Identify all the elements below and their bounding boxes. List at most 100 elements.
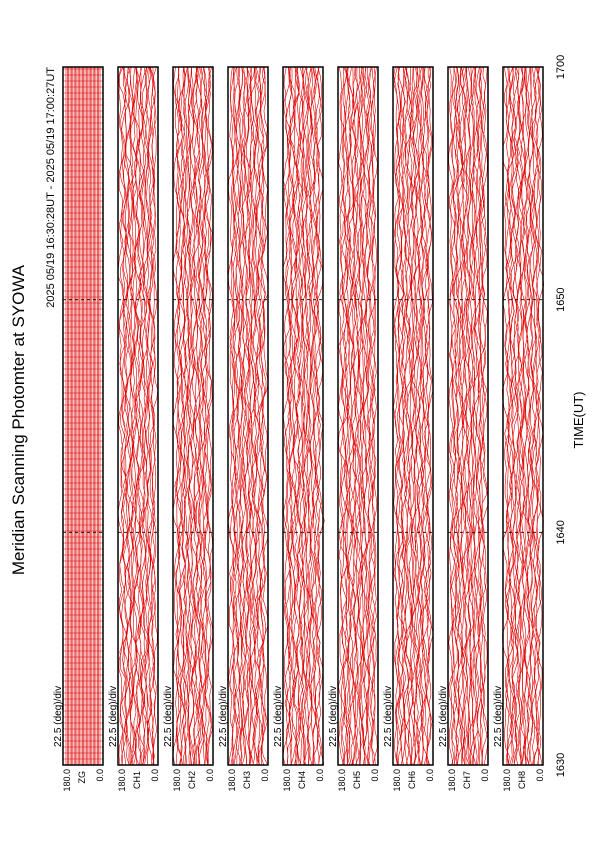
trace — [479, 66, 488, 766]
y-tick-label: 180.0 — [502, 769, 512, 792]
trace — [288, 66, 298, 766]
trace — [291, 66, 300, 766]
trace — [476, 66, 482, 766]
trace — [354, 66, 361, 766]
panel-scale: 22.5 (deg)/div — [53, 686, 64, 747]
trace — [185, 66, 191, 766]
channel-label: CH5 — [352, 771, 362, 789]
trace — [311, 66, 318, 766]
trace — [529, 66, 535, 766]
trace — [204, 66, 213, 766]
trace — [351, 66, 361, 766]
trace — [448, 66, 454, 766]
trace — [455, 66, 461, 766]
channel-label: CH6 — [407, 771, 417, 789]
trace — [307, 66, 314, 766]
trace — [250, 66, 258, 766]
y-tick-label: 180.0 — [447, 769, 457, 792]
panel-border — [282, 66, 324, 766]
trace — [194, 66, 202, 766]
trace — [295, 66, 302, 766]
trace — [412, 66, 418, 766]
trace — [463, 66, 469, 766]
trace — [395, 66, 405, 766]
trace — [206, 66, 214, 766]
trace — [259, 66, 268, 766]
trace — [308, 66, 315, 766]
trace — [248, 66, 257, 766]
channel-label: CH2 — [187, 771, 197, 789]
trace — [311, 66, 321, 766]
trace — [132, 66, 140, 766]
trace — [203, 66, 211, 766]
trace — [238, 66, 246, 766]
trace — [400, 66, 406, 766]
trace — [358, 66, 365, 766]
trace — [421, 66, 431, 766]
trace — [199, 66, 207, 766]
trace — [232, 66, 240, 766]
panel: 22.5 (deg)/div 180.0 0.0 CH8 — [493, 66, 545, 792]
y-tick-label: 180.0 — [337, 769, 347, 792]
panel-scale: 22.5 (deg)/div — [493, 686, 504, 747]
y-tick-label: 180.0 — [172, 769, 182, 792]
trace — [426, 66, 434, 766]
x-tick-label: 1700 — [555, 55, 567, 79]
trace — [288, 66, 295, 766]
trace — [244, 66, 251, 766]
y-tick-label: 0.0 — [425, 769, 435, 782]
trace — [469, 66, 477, 766]
panel-border — [392, 66, 434, 766]
trace — [302, 66, 310, 766]
y-tick-label: 0.0 — [205, 769, 215, 782]
trace — [423, 66, 432, 766]
trace — [179, 66, 187, 766]
panel-scale: 22.5 (deg)/div — [163, 686, 174, 747]
trace — [181, 66, 190, 766]
panel-scale: 22.5 (deg)/div — [218, 686, 229, 747]
panel-border — [172, 66, 214, 766]
trace — [518, 66, 526, 766]
y-tick-label: 0.0 — [480, 769, 490, 782]
panel: 22.5 (deg)/div 180.0 0.0 ZG — [53, 66, 105, 792]
y-tick-label: 180.0 — [392, 769, 402, 792]
panel: 22.5 (deg)/div 180.0 0.0 CH6 — [383, 66, 435, 792]
trace — [123, 66, 132, 766]
trace — [513, 66, 521, 766]
y-tick-label: 0.0 — [370, 769, 380, 782]
panel: 22.5 (deg)/div 180.0 0.0 CH2 — [163, 66, 215, 792]
panel-scale: 22.5 (deg)/div — [328, 686, 339, 747]
trace — [420, 66, 426, 766]
trace — [481, 66, 489, 766]
y-tick-label: 0.0 — [535, 769, 545, 782]
trace — [372, 66, 378, 766]
trace — [460, 66, 470, 766]
trace — [530, 66, 539, 766]
x-tick-label: 1630 — [555, 753, 567, 777]
panel: 22.5 (deg)/div 180.0 0.0 CH5 — [328, 66, 380, 792]
trace — [198, 66, 206, 766]
trace — [312, 66, 322, 766]
trace — [351, 66, 358, 766]
panel: 22.5 (deg)/div 180.0 0.0 CH7 — [438, 66, 490, 792]
trace — [505, 66, 513, 766]
trace — [299, 66, 306, 766]
x-tick-label: 1640 — [555, 520, 567, 544]
y-tick-label: 0.0 — [95, 769, 105, 782]
y-tick-label: 180.0 — [62, 769, 72, 792]
y-tick-label: 180.0 — [227, 769, 237, 792]
trace — [261, 66, 269, 766]
trace — [346, 66, 355, 766]
channel-label: CH4 — [297, 771, 307, 789]
panel-scale: 22.5 (deg)/div — [108, 686, 119, 747]
trace — [287, 66, 293, 766]
trace — [472, 66, 482, 766]
channel-label: CH3 — [242, 771, 252, 789]
trace — [146, 66, 154, 766]
trace — [471, 66, 477, 766]
chart-subtitle: 2025 05/19 16:30:28UT - 2025 05/19 17:00… — [45, 67, 57, 308]
panel-border — [62, 66, 104, 766]
channel-label: CH1 — [132, 771, 142, 789]
